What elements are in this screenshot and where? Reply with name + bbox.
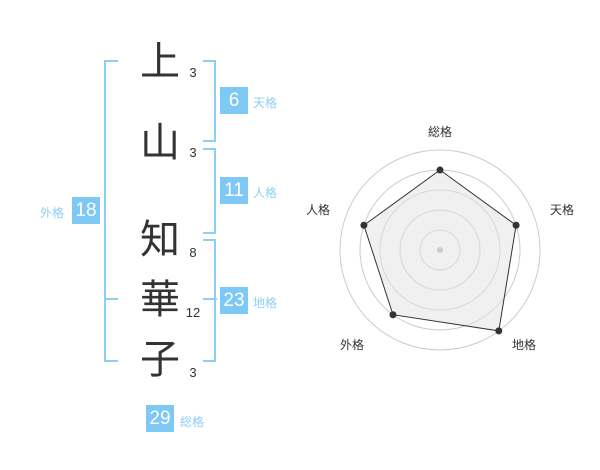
gaikaku-label: 外格 (40, 206, 65, 220)
gaikaku-bracket-tick (104, 298, 118, 300)
chikaku-value: 23 (220, 287, 248, 314)
soukaku-value: 29 (146, 405, 174, 432)
tenkaku-bracket (203, 60, 216, 142)
stroke-count: 3 (189, 145, 197, 160)
name-char: 子 (140, 337, 180, 383)
radar-axis-label: 地格 (511, 338, 536, 352)
radar-ring (339, 149, 541, 351)
radar-axis-label: 総格 (427, 125, 452, 139)
name-char: 知 (140, 217, 180, 263)
jinkaku-value: 11 (220, 177, 248, 204)
radar-axis-label: 天格 (549, 203, 574, 217)
stroke-count: 12 (185, 305, 201, 320)
name-char: 華 (140, 277, 180, 323)
radar-point (495, 327, 503, 335)
name-char: 山 (140, 120, 180, 166)
chikaku-bracket-tick (203, 298, 217, 300)
stroke-count: 3 (189, 365, 197, 380)
radar-axis-label: 人格 (305, 203, 330, 217)
radar-point (436, 166, 444, 174)
radar-axis-label: 外格 (339, 338, 364, 352)
name-char: 上 (140, 39, 180, 85)
tenkaku-value: 6 (220, 87, 248, 114)
radar-point (512, 221, 520, 229)
gaikaku-value: 18 (72, 197, 100, 224)
chikaku-label: 地格 (253, 296, 278, 310)
radar-point (360, 221, 368, 229)
jinkaku-label: 人格 (253, 186, 278, 200)
jinkaku-bracket (203, 148, 216, 234)
stroke-count: 8 (189, 245, 197, 260)
radar-center (437, 247, 443, 253)
chikaku-bracket (203, 239, 216, 362)
tenkaku-label: 天格 (253, 96, 278, 110)
stroke-count: 3 (189, 65, 197, 80)
radar-point (389, 311, 397, 319)
gaikaku-bracket (104, 60, 118, 362)
soukaku-label: 総格 (180, 415, 205, 429)
